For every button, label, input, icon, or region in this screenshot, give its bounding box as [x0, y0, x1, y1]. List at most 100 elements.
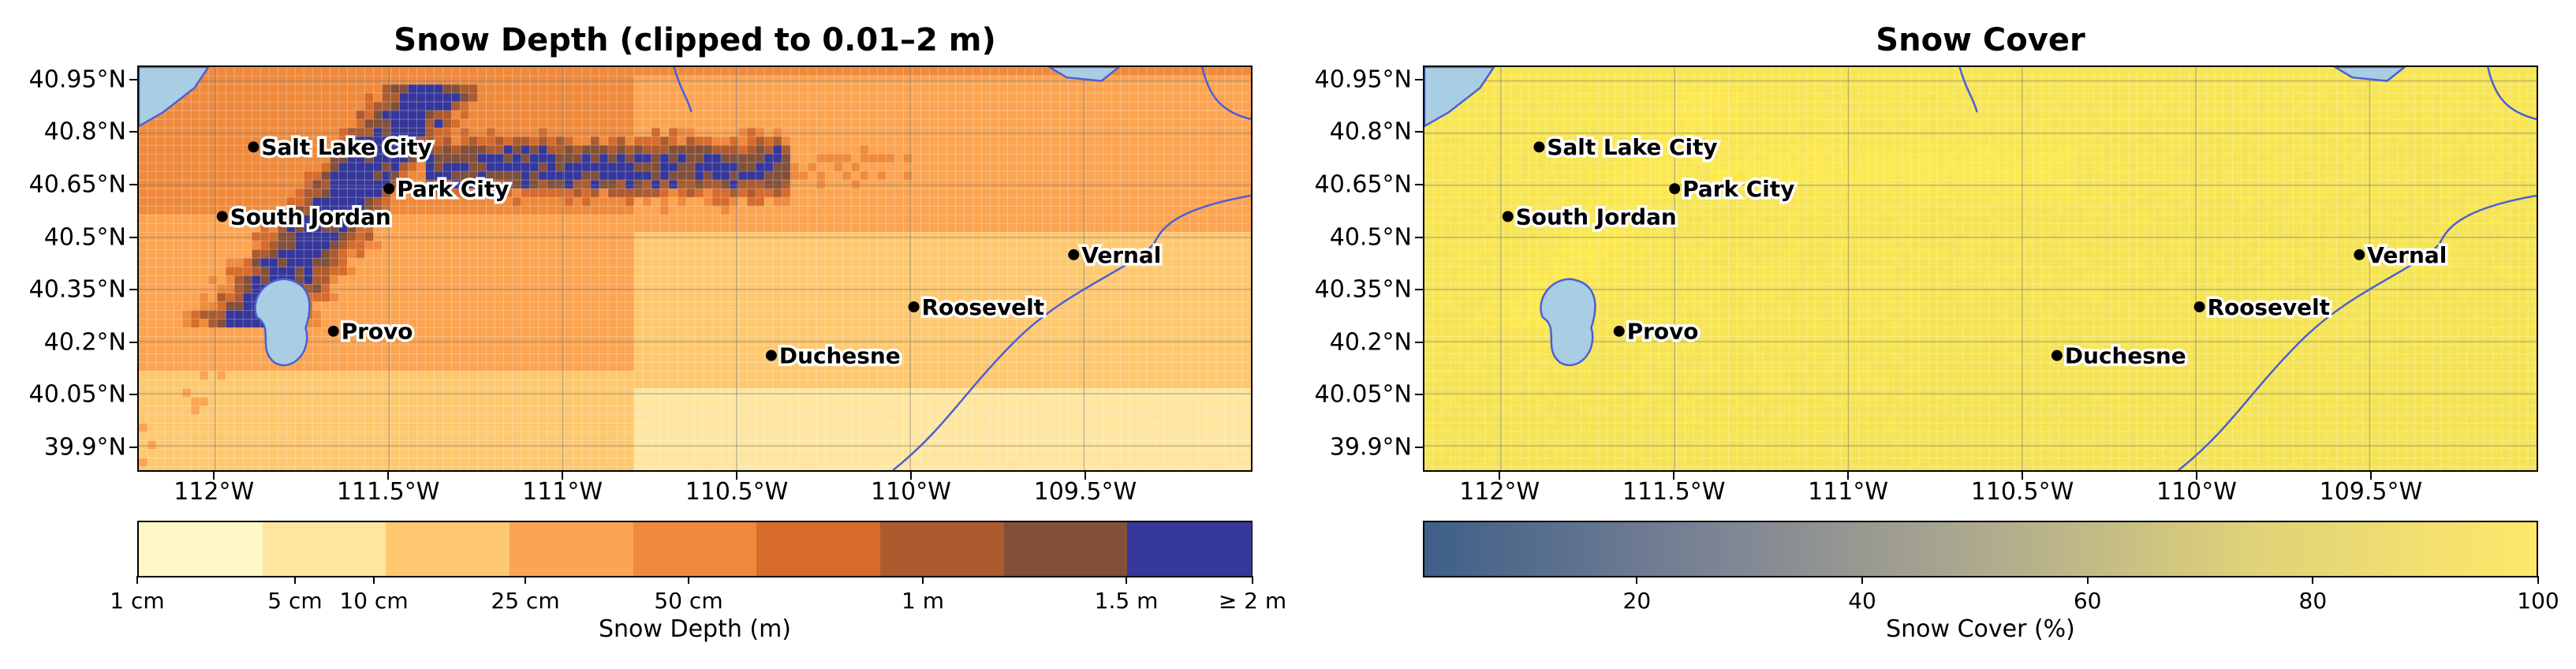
city-marker: Salt Lake City [248, 132, 435, 163]
lon-tick-label: 112°W [174, 478, 255, 506]
colorbar-segment [1127, 522, 1252, 576]
lat-tick-mark [129, 289, 137, 291]
colorbar-segment [1003, 522, 1129, 576]
lon-tick-mark [1499, 472, 1501, 480]
city-label: Roosevelt [2208, 294, 2330, 320]
lakes [1424, 67, 2406, 367]
lat-tick-label: 40.05°N [1314, 380, 1412, 409]
city-label: Vernal [1081, 242, 1161, 268]
colorbar-tick-label: ≥ 2 m [1218, 588, 1287, 614]
colorbar-tick-label: 5 cm [267, 588, 323, 614]
colorbar-tick-label: 10 cm [339, 588, 409, 614]
lat-tick-mark [1415, 236, 1423, 238]
city-marker: Park City [383, 174, 512, 205]
colorbar-tick-label: 1 cm [110, 588, 165, 614]
raster-cells [1424, 67, 2537, 470]
lon-tick-mark [2369, 472, 2372, 480]
lat-tick-label: 40.35°N [28, 275, 126, 304]
city-label: Salt Lake City [261, 134, 431, 160]
lat-tick-label: 40.95°N [28, 65, 126, 94]
lon-tick-mark [1847, 472, 1850, 480]
raster-cells [139, 67, 1251, 470]
lon-tick-label: 111.5°W [336, 478, 440, 506]
lon-tick-label: 110°W [870, 478, 951, 506]
lon-tick-label: 110°W [2156, 478, 2237, 506]
colorbar-tick-mark [1252, 576, 1253, 584]
lon-tick-label: 109.5°W [2319, 478, 2423, 506]
city-marker: Salt Lake City [1533, 132, 1720, 163]
city-label: Provo [1627, 319, 1699, 345]
colorbar-tick-mark [2086, 576, 2089, 584]
colorbar-tick-label: 60 [2073, 588, 2102, 614]
snow-cover-colorbar [1423, 521, 2538, 577]
graticule [139, 67, 1251, 470]
colorbar-tick-label: 25 cm [491, 588, 560, 614]
city-marker: South Jordan [216, 201, 394, 233]
city-label: Duchesne [779, 343, 901, 369]
rivers [1958, 67, 2537, 470]
city-marker: Roosevelt [908, 291, 1047, 323]
lakes [139, 67, 1121, 367]
city-label: Park City [397, 176, 509, 202]
city-label: Duchesne [2065, 343, 2186, 369]
lat-tick-mark [129, 341, 137, 343]
lat-tick-mark [1415, 78, 1423, 80]
lat-tick-mark [1415, 183, 1423, 185]
city-label: Salt Lake City [1547, 134, 1717, 160]
colorbar-tick-mark [525, 576, 526, 584]
lat-tick-mark [129, 183, 137, 185]
city-label: Park City [1682, 176, 1794, 202]
colorbar-tick-label: 80 [2298, 588, 2328, 614]
lat-tick-mark [129, 131, 137, 133]
lon-tick-label: 110.5°W [1970, 478, 2074, 506]
lat-tick-label: 40.8°N [1329, 118, 1412, 146]
colorbar-tick-label: 20 [1622, 588, 1652, 614]
snow-depth-title: Snow Depth (clipped to 0.01–2 m) [394, 22, 996, 58]
lat-tick-mark [129, 446, 137, 448]
graticule [1424, 67, 2537, 470]
city-marker: Duchesne [2051, 340, 2189, 372]
city-marker: Provo [1613, 316, 1701, 347]
lon-tick-mark [213, 472, 215, 480]
colorbar-tick-label: 100 [2517, 588, 2559, 614]
lat-tick-label: 40.65°N [28, 170, 126, 199]
lon-tick-mark [387, 472, 390, 480]
lat-tick-label: 40.8°N [43, 118, 126, 146]
colorbar-segment [756, 522, 881, 576]
lat-tick-mark [129, 78, 137, 80]
city-label: Provo [342, 319, 413, 345]
lat-tick-label: 40.2°N [1329, 328, 1412, 357]
lon-tick-mark [2022, 472, 2024, 480]
snow-cover-title: Snow Cover [1876, 22, 2085, 58]
colorbar-tick-mark [2312, 576, 2314, 584]
city-marker: Vernal [1068, 239, 1164, 271]
lon-tick-mark [562, 472, 564, 480]
colorbar-tick-mark [136, 576, 138, 584]
snow-cover-colorbar-label: Snow Cover (%) [1886, 615, 2075, 643]
lon-tick-label: 111°W [522, 478, 603, 506]
colorbar-tick-label: 50 cm [654, 588, 723, 614]
lat-tick-label: 39.9°N [1329, 433, 1412, 462]
colorbar-tick-mark [1861, 576, 1864, 584]
lon-tick-label: 110.5°W [685, 478, 789, 506]
lat-tick-mark [129, 394, 137, 396]
lat-tick-label: 40.65°N [1314, 170, 1412, 199]
lat-tick-mark [1415, 341, 1423, 343]
city-marker: Park City [1669, 174, 1798, 205]
colorbar-segment [262, 522, 387, 576]
lon-tick-mark [909, 472, 912, 480]
lat-tick-label: 39.9°N [43, 433, 126, 462]
lat-tick-label: 40.95°N [1314, 65, 1412, 94]
snow-cover-map: Salt Lake City Park City South Jordan Verna… [1423, 65, 2538, 472]
lon-tick-label: 111.5°W [1622, 478, 1726, 506]
snow-depth-map: Salt Lake City Park City South Jordan Verna… [137, 65, 1253, 472]
lat-tick-mark [1415, 394, 1423, 396]
lat-tick-mark [1415, 131, 1423, 133]
lat-tick-mark [129, 236, 137, 238]
city-marker: Vernal [2354, 239, 2450, 271]
city-label: South Jordan [1516, 204, 1677, 230]
colorbar-tick-mark [294, 576, 296, 584]
